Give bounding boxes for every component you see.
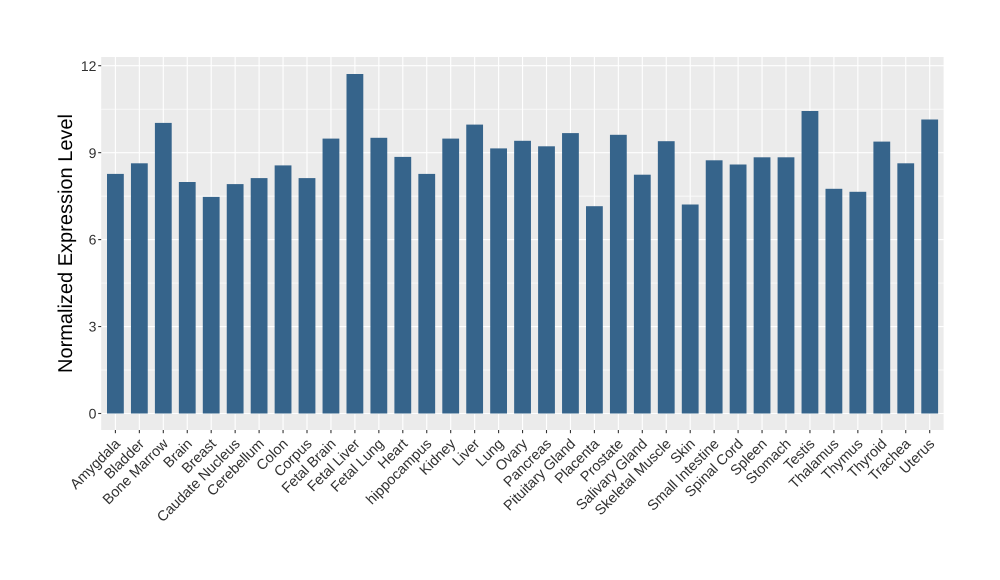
svg-text:6: 6 bbox=[89, 232, 97, 248]
svg-text:9: 9 bbox=[89, 145, 97, 161]
svg-text:Normalized Expression Level: Normalized Expression Level bbox=[55, 114, 77, 373]
svg-text:12: 12 bbox=[81, 58, 97, 74]
svg-text:0: 0 bbox=[89, 406, 97, 422]
svg-text:3: 3 bbox=[89, 319, 97, 335]
